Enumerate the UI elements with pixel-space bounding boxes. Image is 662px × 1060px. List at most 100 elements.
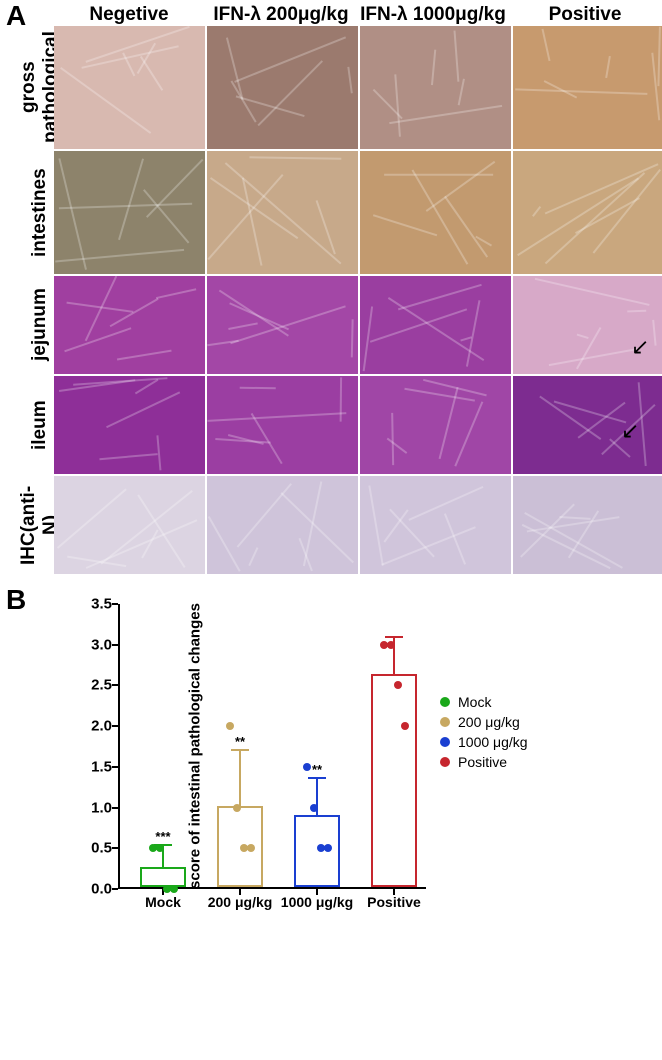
column-header: IFN-λ 200μg/kg: [206, 4, 356, 26]
data-point: [233, 804, 241, 812]
data-point: [401, 722, 409, 730]
image-cell: [54, 151, 205, 274]
image-cell: [207, 476, 358, 574]
image-placeholder: [513, 151, 662, 274]
image-cell: [54, 276, 205, 374]
y-tick-label: 3.0: [91, 636, 112, 653]
data-point: [324, 844, 332, 852]
legend-label: Positive: [458, 754, 507, 770]
image-placeholder: [54, 376, 205, 474]
error-bar: [316, 778, 318, 817]
image-placeholder: [360, 476, 511, 574]
image-cell: [360, 376, 511, 474]
y-tick-label: 3.5: [91, 596, 112, 613]
y-tick: [112, 684, 118, 686]
legend-marker: [440, 757, 450, 767]
image-row: jejunum ↙: [28, 276, 662, 376]
image-row: IHC(anti-N): [28, 476, 662, 576]
legend-item: Mock: [440, 694, 528, 710]
data-point: [170, 885, 178, 893]
image-cell: [360, 26, 511, 149]
row-label: ileum: [28, 376, 52, 474]
y-tick-label: 2.0: [91, 718, 112, 735]
chart-area: 0.00.51.01.52.02.53.03.5Mock***200 μg/kg…: [118, 604, 426, 889]
image-cell: ↙: [513, 276, 662, 374]
y-tick-label: 0.5: [91, 840, 112, 857]
significance-label: **: [312, 762, 322, 777]
y-tick-label: 1.5: [91, 758, 112, 775]
y-tick-label: 0.0: [91, 881, 112, 898]
y-tick: [112, 847, 118, 849]
image-cell: [54, 26, 205, 149]
image-placeholder: [513, 476, 662, 574]
significance-label: ***: [155, 829, 170, 844]
data-point: [247, 844, 255, 852]
y-tick: [112, 725, 118, 727]
image-row: ileum ↙: [28, 376, 662, 476]
row-label: IHC(anti-N): [28, 476, 52, 574]
image-placeholder: [360, 26, 511, 149]
image-cell: ↙: [513, 376, 662, 474]
y-tick: [112, 644, 118, 646]
legend-marker: [440, 737, 450, 747]
y-tick: [112, 603, 118, 605]
legend-marker: [440, 717, 450, 727]
image-placeholder: [360, 276, 511, 374]
error-cap: [308, 777, 326, 779]
figure-root: A NegetiveIFN-λ 200μg/kgIFN-λ 1000μg/kgP…: [0, 0, 662, 936]
image-placeholder: [513, 26, 662, 149]
legend-label: Mock: [458, 694, 491, 710]
image-placeholder: [207, 476, 358, 574]
data-point: [156, 844, 164, 852]
y-tick-label: 1.0: [91, 799, 112, 816]
image-cell: [207, 151, 358, 274]
y-tick-label: 2.5: [91, 677, 112, 694]
image-placeholder: [513, 376, 662, 474]
legend: Mock 200 μg/kg 1000 μg/kg Positive: [440, 694, 528, 774]
x-tick-label: 1000 μg/kg: [281, 894, 353, 910]
bar: [371, 674, 417, 887]
data-point: [310, 804, 318, 812]
image-grid: gross pathologicalintestinesjejunum↙ileu…: [0, 26, 662, 576]
image-placeholder: [54, 26, 205, 149]
legend-item: Positive: [440, 754, 528, 770]
image-placeholder: [207, 276, 358, 374]
row-label: jejunum: [28, 276, 52, 374]
legend-item: 200 μg/kg: [440, 714, 528, 730]
data-point: [394, 681, 402, 689]
image-cell: [513, 151, 662, 274]
legend-label: 200 μg/kg: [458, 714, 520, 730]
image-cell: [207, 26, 358, 149]
x-tick-label: Mock: [145, 894, 181, 910]
significance-label: **: [235, 734, 245, 749]
error-bar: [239, 750, 241, 808]
legend-label: 1000 μg/kg: [458, 734, 528, 750]
image-placeholder: [54, 476, 205, 574]
error-cap: [385, 636, 403, 638]
x-tick-label: Positive: [367, 894, 421, 910]
image-placeholder: [54, 276, 205, 374]
bar: [140, 867, 186, 887]
image-placeholder: [360, 376, 511, 474]
column-header: Negetive: [54, 4, 204, 26]
image-row: gross pathological: [28, 26, 662, 151]
image-placeholder: [207, 151, 358, 274]
error-cap: [231, 749, 249, 751]
image-row: intestines: [28, 151, 662, 276]
image-cell: [207, 276, 358, 374]
image-placeholder: [360, 151, 511, 274]
row-label: intestines: [28, 151, 52, 274]
data-point: [387, 641, 395, 649]
y-tick: [112, 766, 118, 768]
legend-marker: [440, 697, 450, 707]
panel-b: B score of intestinal pathological chang…: [0, 586, 662, 936]
y-tick: [112, 807, 118, 809]
row-label: gross pathological: [28, 26, 52, 149]
column-headers: NegetiveIFN-λ 200μg/kgIFN-λ 1000μg/kgPos…: [54, 4, 662, 26]
y-tick: [112, 888, 118, 890]
image-cell: [513, 26, 662, 149]
image-placeholder: [207, 376, 358, 474]
image-placeholder: [207, 26, 358, 149]
image-cell: [513, 476, 662, 574]
image-placeholder: [513, 276, 662, 374]
